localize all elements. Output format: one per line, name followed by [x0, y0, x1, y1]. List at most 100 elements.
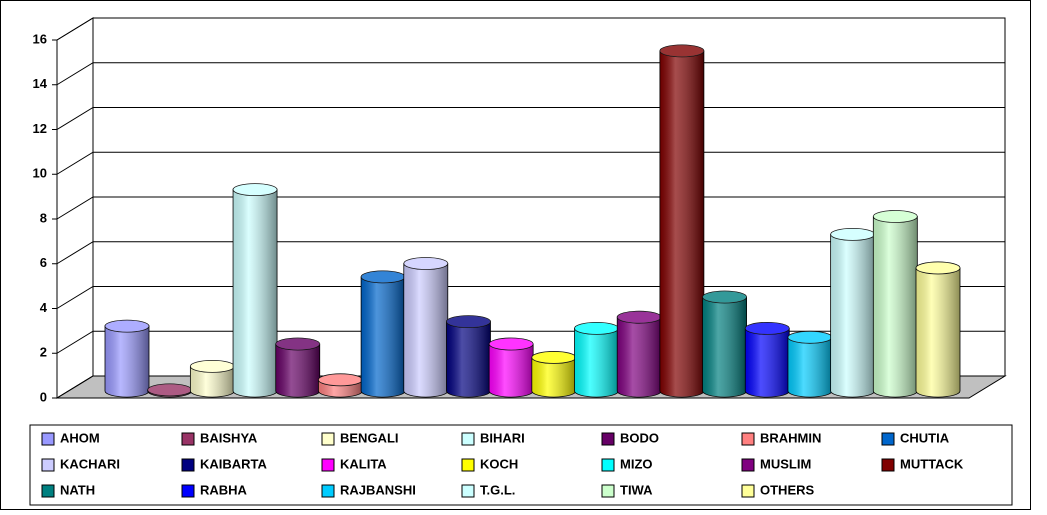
bar-part	[403, 263, 448, 398]
bar-part	[275, 338, 320, 351]
bar	[787, 330, 833, 398]
bar-part	[488, 337, 534, 351]
legend-label: OTHERS	[760, 482, 815, 497]
bar-part	[190, 366, 235, 398]
bar-part	[702, 291, 747, 304]
bar-part	[104, 319, 150, 333]
bar-part	[659, 44, 705, 58]
bar	[318, 373, 363, 398]
bar-part	[531, 351, 576, 364]
bar-part	[915, 261, 961, 275]
bar-part	[873, 216, 918, 398]
bar	[574, 321, 619, 398]
y-tick-label: 6	[40, 255, 47, 270]
legend-swatch	[41, 484, 55, 498]
bar-part	[702, 290, 747, 304]
legend-label: BIHARI	[480, 430, 525, 445]
legend-swatch	[881, 458, 895, 472]
bar-part	[787, 337, 832, 398]
legend-swatch	[321, 432, 335, 446]
bar-part	[916, 261, 960, 274]
legend-swatch	[601, 432, 615, 446]
bar-part	[659, 50, 704, 398]
legend-swatch	[321, 458, 335, 472]
bar-part	[275, 344, 320, 398]
bar	[830, 227, 876, 398]
legend-label: MIZO	[620, 456, 653, 471]
bar-part	[361, 270, 406, 283]
bar-part	[147, 383, 192, 396]
y-tick-label: 0	[40, 389, 47, 404]
bar	[872, 210, 918, 398]
bar-part	[446, 321, 491, 398]
legend-label: RAJBANSHI	[340, 482, 416, 497]
bar-part	[617, 317, 662, 398]
legend-label: BRAHMIN	[760, 430, 821, 445]
bar	[744, 321, 790, 398]
legend-label: T.G.L.	[480, 482, 515, 497]
bar-part	[105, 326, 149, 397]
legend-swatch	[181, 484, 195, 498]
bar-part	[190, 360, 235, 373]
grid-line	[56, 17, 1005, 41]
bar-part	[659, 44, 704, 57]
y-tick-label: 2	[40, 345, 47, 360]
legend-label: NATH	[60, 482, 95, 497]
bar-part	[872, 210, 918, 223]
y-tick-label: 8	[40, 210, 47, 225]
bar-part	[745, 328, 790, 398]
bar-part	[531, 357, 576, 398]
bar-part	[574, 328, 619, 398]
bar	[189, 359, 235, 398]
bar	[659, 44, 705, 398]
bar	[232, 183, 278, 398]
bar-part	[702, 297, 747, 398]
bar-part	[744, 321, 790, 335]
legend-swatch	[181, 432, 195, 446]
bar	[446, 315, 491, 398]
bar	[147, 383, 193, 398]
bar-part	[403, 257, 449, 270]
bar	[915, 261, 961, 398]
bar-part	[446, 315, 491, 328]
bar-part	[830, 228, 875, 241]
legend-label: MUSLIM	[760, 456, 811, 471]
bar	[360, 270, 406, 398]
bar-part	[787, 331, 832, 344]
bar	[275, 337, 321, 398]
legend-swatch	[601, 458, 615, 472]
legend-label: BENGALI	[340, 430, 399, 445]
legend-label: KALITA	[340, 456, 387, 471]
bar-part	[403, 257, 448, 270]
y-tick-label: 12	[33, 121, 47, 136]
legend-label: KACHARI	[60, 456, 120, 471]
legend-label: RABHA	[200, 482, 248, 497]
bar-part	[361, 276, 406, 398]
legend-label: MUTTACK	[900, 456, 964, 471]
bar-part	[830, 234, 875, 398]
bar-part	[446, 315, 491, 329]
legend-swatch	[41, 432, 55, 446]
bar-part	[873, 210, 918, 223]
legend-swatch	[461, 484, 475, 498]
legend-swatch	[741, 484, 755, 498]
bar-part	[233, 189, 278, 398]
legend-label: TIWA	[620, 482, 653, 497]
legend-label: BODO	[620, 430, 659, 445]
y-tick-label: 10	[33, 166, 47, 181]
legend-swatch	[741, 458, 755, 472]
legend-swatch	[461, 432, 475, 446]
bar-part	[275, 337, 321, 351]
legend-swatch	[321, 484, 335, 498]
legend-label: BAISHYA	[200, 430, 258, 445]
y-tick-label: 16	[33, 31, 47, 46]
bar-part	[489, 344, 534, 398]
bar	[616, 310, 662, 398]
y-tick-label: 4	[40, 300, 48, 315]
bar-part	[574, 322, 619, 335]
bar-part	[232, 183, 278, 197]
bar-part	[105, 320, 149, 333]
bar-part	[916, 267, 960, 397]
legend-swatch	[181, 458, 195, 472]
